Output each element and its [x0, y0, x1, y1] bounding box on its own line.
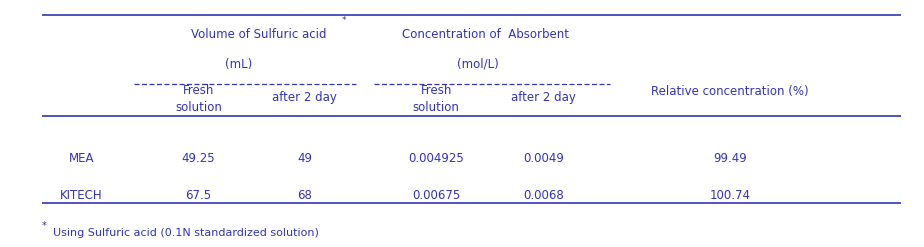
- Text: Concentration of  Absorbent: Concentration of Absorbent: [402, 28, 568, 41]
- Text: Using Sulfuric acid (0.1N standardized solution): Using Sulfuric acid (0.1N standardized s…: [53, 228, 319, 238]
- Text: 0.00675: 0.00675: [412, 189, 460, 202]
- Text: 68: 68: [298, 189, 312, 202]
- Text: *: *: [42, 221, 46, 231]
- Text: MEA: MEA: [68, 152, 94, 165]
- Text: after 2 day: after 2 day: [273, 91, 337, 104]
- Text: Fresh
solution: Fresh solution: [176, 84, 222, 114]
- Text: 100.74: 100.74: [710, 189, 750, 202]
- Text: 0.004925: 0.004925: [408, 152, 464, 165]
- Text: 99.49: 99.49: [713, 152, 747, 165]
- Text: *: *: [342, 17, 346, 25]
- Text: 49: 49: [298, 152, 312, 165]
- Text: (mL): (mL): [225, 58, 252, 71]
- Text: 0.0049: 0.0049: [523, 152, 564, 165]
- Text: Relative concentration (%): Relative concentration (%): [651, 85, 808, 98]
- Text: 49.25: 49.25: [182, 152, 215, 165]
- Text: 67.5: 67.5: [186, 189, 212, 202]
- Text: 0.0068: 0.0068: [523, 189, 564, 202]
- Text: Fresh
solution: Fresh solution: [413, 84, 459, 114]
- Text: after 2 day: after 2 day: [511, 91, 576, 104]
- Text: (mol/L): (mol/L): [456, 58, 499, 71]
- Text: KITECH: KITECH: [60, 189, 103, 202]
- Text: Volume of Sulfuric acid: Volume of Sulfuric acid: [191, 28, 326, 41]
